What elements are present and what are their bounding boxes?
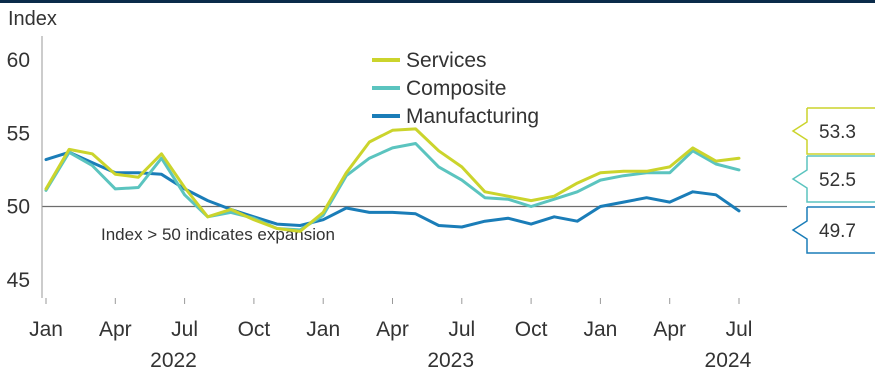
end-value-composite: 52.5 <box>819 170 856 191</box>
y-tick-label-55: 55 <box>7 122 30 145</box>
y-tick-label-45: 45 <box>7 269 30 292</box>
y-tick-label-50: 50 <box>7 196 30 219</box>
legend-label-composite: Composite <box>406 77 506 100</box>
x-tick-label-2022-04: Apr <box>99 318 132 341</box>
end-value-manufacturing: 49.7 <box>819 221 856 242</box>
legend-label-services: Services <box>406 49 487 72</box>
x-tick-label-2024-04: Apr <box>653 318 686 341</box>
year-label-2024: 2024 <box>705 349 752 372</box>
year-label-2022: 2022 <box>150 349 197 372</box>
year-label-2023: 2023 <box>427 349 474 372</box>
x-tick-label-2022-01: Jan <box>29 318 63 341</box>
series-line-manufacturing <box>44 150 741 229</box>
y-axis-title: Index <box>8 8 57 30</box>
x-tick-label-2023-10: Oct <box>515 318 548 341</box>
x-tick-label-2023-01: Jan <box>306 318 340 341</box>
x-tick-label-2023-04: Apr <box>376 318 409 341</box>
series-line-composite <box>44 142 741 232</box>
x-tick-label-2022-10: Oct <box>238 318 271 341</box>
end-callout-manufacturing <box>791 206 875 254</box>
x-tick-label-2023-07: Jul <box>448 318 475 341</box>
y-tick-label-60: 60 <box>7 49 30 72</box>
legend-label-manufacturing: Manufacturing <box>406 105 539 128</box>
top-rule <box>0 0 875 3</box>
x-tick-label-2024-07: Jul <box>726 318 753 341</box>
reference-note: Index > 50 indicates expansion <box>101 225 335 244</box>
x-tick-label-2022-07: Jul <box>171 318 198 341</box>
series-line-services <box>44 127 741 233</box>
x-tick-label-2024-01: Jan <box>583 318 617 341</box>
end-callout-services <box>791 107 875 155</box>
end-value-services: 53.3 <box>819 122 856 143</box>
end-callout-composite <box>791 155 875 203</box>
